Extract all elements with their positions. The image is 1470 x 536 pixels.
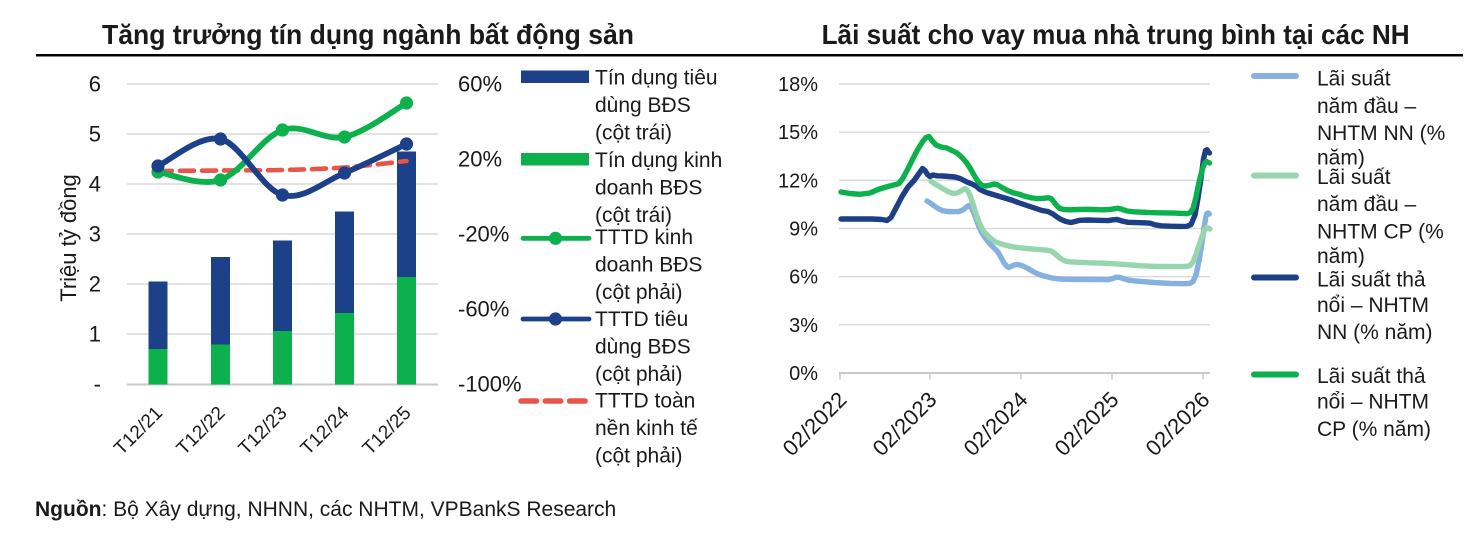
svg-text:nổi – NHTM: nổi – NHTM	[1317, 391, 1429, 414]
svg-text:02/2022: 02/2022	[778, 387, 852, 461]
svg-text:NN (% năm): NN (% năm)	[1317, 321, 1433, 344]
svg-text:Nguồn: Bộ Xây dựng, NHNN, các: Nguồn: Bộ Xây dựng, NHNN, các NHTM, VPBa…	[35, 498, 616, 521]
svg-text:02/2026: 02/2026	[1141, 387, 1215, 461]
svg-text:NHTM NN (%: NHTM NN (%	[1317, 122, 1445, 145]
svg-text:5: 5	[89, 122, 101, 147]
svg-text:T12/25: T12/25	[359, 403, 416, 460]
svg-text:Lãi suất: Lãi suất	[1317, 166, 1391, 189]
svg-text:nổi – NHTM: nổi – NHTM	[1317, 294, 1429, 317]
svg-text:-60%: -60%	[458, 297, 509, 322]
svg-text:nền kinh tế: nền kinh tế	[595, 417, 698, 440]
svg-text:-20%: -20%	[458, 222, 509, 247]
svg-text:CP (% năm): CP (% năm)	[1317, 418, 1431, 441]
svg-text:-: -	[94, 372, 101, 397]
svg-text:T12/23: T12/23	[235, 403, 292, 460]
svg-text:(cột trái): (cột trái)	[595, 204, 672, 227]
svg-text:(cột trái): (cột trái)	[595, 122, 672, 145]
svg-text:Lãi suất: Lãi suất	[1317, 68, 1391, 91]
svg-text:(cột phải): (cột phải)	[595, 445, 683, 468]
svg-text:4: 4	[89, 172, 101, 197]
svg-text:dùng BĐS: dùng BĐS	[595, 94, 691, 117]
svg-text:02/2025: 02/2025	[1050, 387, 1124, 461]
svg-text:doanh BĐS: doanh BĐS	[595, 177, 702, 200]
svg-text:6%: 6%	[789, 267, 818, 289]
svg-text:năm đầu –: năm đầu –	[1317, 95, 1417, 118]
svg-text:doanh BĐS: doanh BĐS	[595, 254, 702, 277]
svg-text:T12/24: T12/24	[297, 402, 354, 459]
svg-text:12%: 12%	[778, 170, 818, 192]
svg-text:năm đầu –: năm đầu –	[1317, 193, 1417, 216]
svg-text:năm): năm)	[1317, 147, 1365, 170]
svg-text:Triệu tỷ đồng: Triệu tỷ đồng	[56, 174, 81, 302]
svg-text:15%: 15%	[778, 122, 818, 144]
svg-text:T12/21: T12/21	[110, 403, 167, 460]
svg-text:Tín dụng kinh: Tín dụng kinh	[595, 149, 722, 172]
svg-text:(cột phải): (cột phải)	[595, 363, 683, 386]
svg-text:TTTD toàn: TTTD toàn	[595, 390, 695, 413]
svg-text:0%: 0%	[789, 363, 818, 385]
svg-text:9%: 9%	[789, 219, 818, 241]
svg-text:2: 2	[89, 272, 101, 297]
svg-text:1: 1	[89, 322, 101, 347]
svg-text:20%: 20%	[458, 147, 502, 172]
svg-text:Lãi suất thả: Lãi suất thả	[1317, 269, 1426, 292]
svg-text:(cột phải): (cột phải)	[595, 281, 683, 304]
svg-text:Tín dụng tiêu: Tín dụng tiêu	[595, 67, 718, 90]
svg-text:Tăng trưởng tín dụng ngành bất: Tăng trưởng tín dụng ngành bất động sản	[102, 19, 634, 50]
svg-text:Lãi suất cho vay mua nhà trung: Lãi suất cho vay mua nhà trung bình tại …	[822, 19, 1410, 50]
svg-text:02/2024: 02/2024	[959, 387, 1033, 461]
svg-text:3: 3	[89, 222, 101, 247]
svg-text:02/2023: 02/2023	[868, 387, 942, 461]
svg-text:60%: 60%	[458, 72, 502, 97]
svg-text:18%: 18%	[778, 74, 818, 96]
svg-text:NHTM CP (%: NHTM CP (%	[1317, 220, 1444, 243]
svg-text:T12/22: T12/22	[173, 403, 230, 460]
svg-text:6: 6	[89, 72, 101, 97]
svg-text:3%: 3%	[789, 315, 818, 337]
svg-text:-100%: -100%	[458, 372, 522, 397]
svg-text:Lãi suất thả: Lãi suất thả	[1317, 365, 1426, 388]
svg-text:TTTD tiêu: TTTD tiêu	[595, 308, 688, 331]
svg-text:dùng BĐS: dùng BĐS	[595, 336, 691, 359]
svg-text:năm): năm)	[1317, 245, 1365, 268]
svg-text:TTTD kinh: TTTD kinh	[595, 226, 693, 249]
